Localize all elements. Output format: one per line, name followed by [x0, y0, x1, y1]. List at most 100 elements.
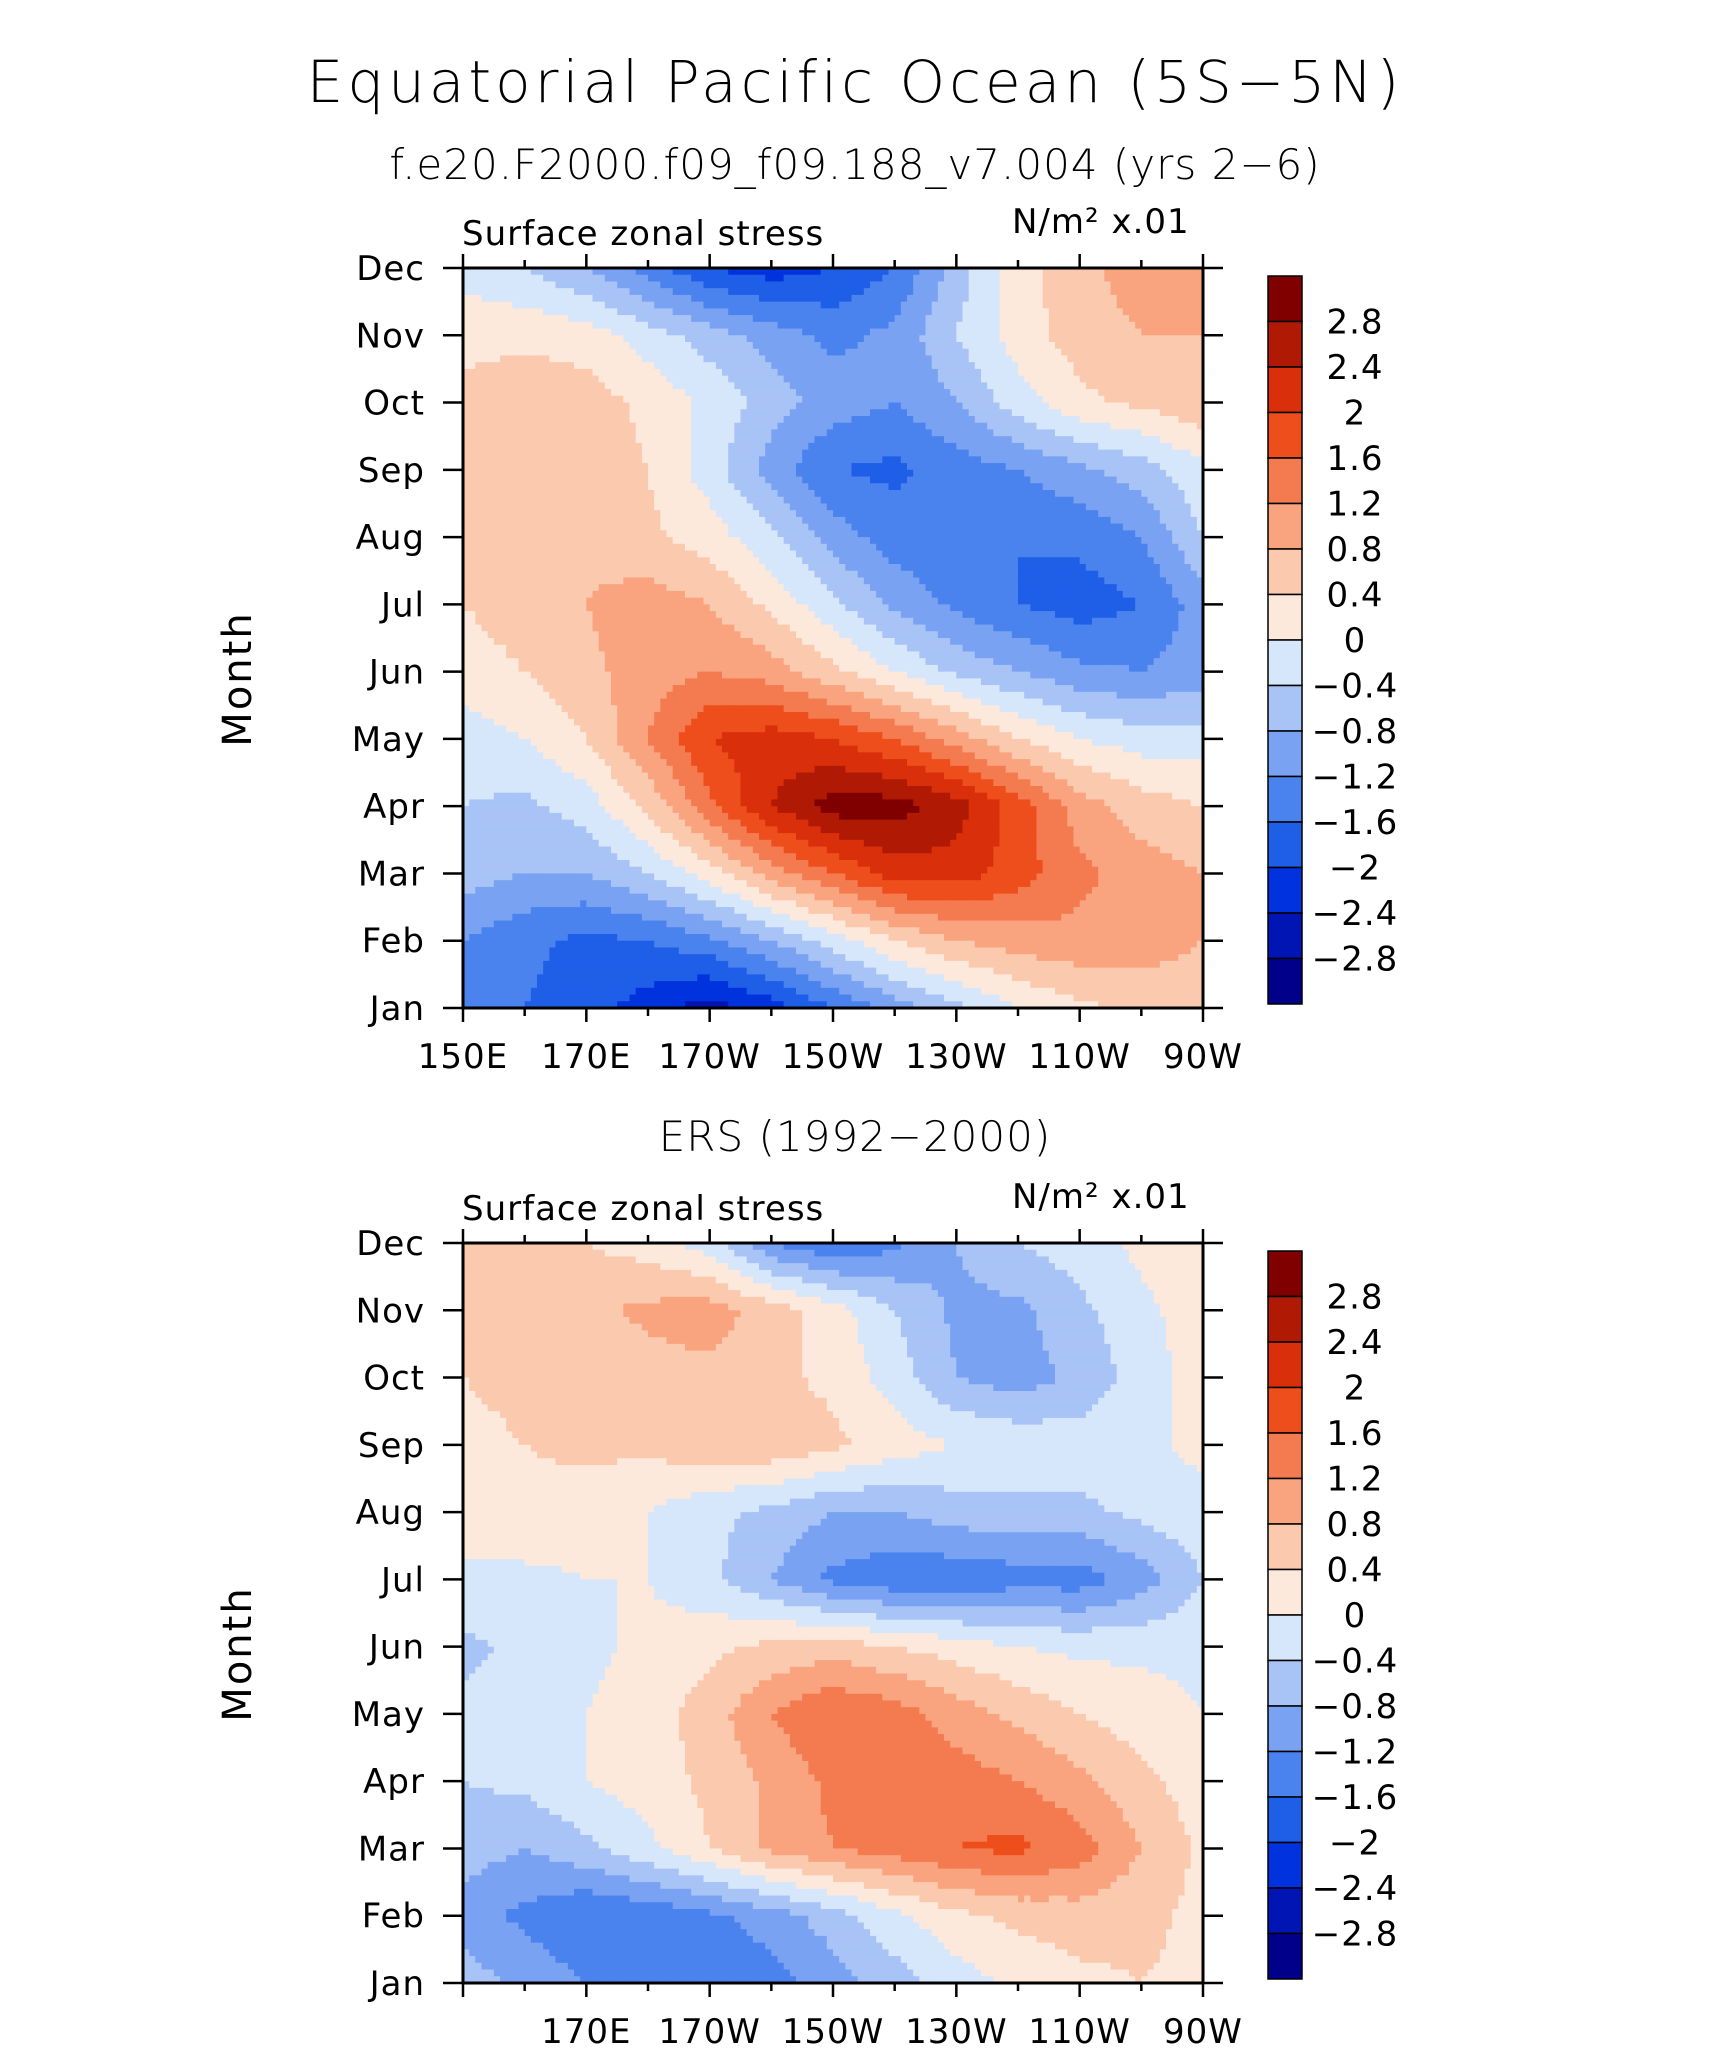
contour-cell	[1122, 456, 1130, 464]
contour-cell	[506, 281, 513, 289]
contour-cell	[746, 463, 754, 471]
contour-cell	[851, 530, 859, 538]
contour-cell	[1061, 268, 1068, 276]
contour-cell	[728, 543, 735, 552]
contour-cell	[586, 510, 594, 518]
contour-cell	[524, 543, 532, 552]
contour-cell	[1067, 449, 1075, 457]
contour-cell	[1005, 308, 1013, 316]
contour-cell	[1036, 429, 1044, 437]
contour-cell	[956, 496, 964, 505]
contour-cell	[814, 409, 822, 417]
contour-cell	[802, 342, 809, 350]
contour-cell	[500, 389, 507, 397]
contour-cell	[968, 402, 976, 410]
contour-cell	[697, 355, 705, 363]
contour-cell	[1104, 503, 1112, 511]
contour-cell	[857, 510, 865, 518]
contour-cell	[1030, 483, 1038, 491]
contour-cell	[894, 315, 902, 323]
contour-cell	[820, 348, 828, 357]
contour-cell	[857, 402, 865, 410]
contour-cell	[919, 496, 927, 505]
contour-cell	[666, 463, 674, 471]
contour-cell	[1073, 294, 1081, 303]
contour-cell	[715, 389, 723, 397]
contour-cell	[913, 335, 920, 343]
contour-cell	[561, 463, 569, 471]
contour-cell	[722, 510, 729, 518]
contour-cell	[777, 510, 785, 518]
contour-cell	[728, 395, 735, 404]
contour-cell	[851, 483, 859, 491]
contour-cell	[518, 328, 526, 336]
contour-cell	[561, 382, 569, 390]
contour-cell	[789, 469, 797, 478]
contour-cell	[981, 469, 988, 478]
contour-cell	[1024, 294, 1031, 303]
contour-cell	[506, 516, 513, 525]
contour-cell	[993, 368, 1001, 377]
contour-cell	[1110, 456, 1118, 464]
contour-cell	[543, 409, 550, 417]
contour-cell	[530, 268, 538, 276]
contour-cell	[463, 409, 470, 417]
contour-cell	[1030, 463, 1038, 471]
contour-cell	[937, 496, 945, 505]
contour-cell	[1098, 537, 1105, 545]
contour-cell	[592, 382, 600, 390]
contour-cell	[1011, 402, 1019, 410]
contour-cell	[592, 490, 600, 498]
contour-cell	[722, 516, 729, 525]
contour-cell	[469, 510, 476, 518]
contour-cell	[894, 456, 902, 464]
contour-cell	[1024, 429, 1031, 437]
contour-cell	[728, 476, 735, 484]
contour-cell	[1018, 348, 1025, 357]
contour-cell	[1024, 368, 1031, 377]
contour-cell	[722, 315, 729, 323]
contour-cell	[1178, 301, 1186, 309]
contour-cell	[561, 503, 569, 511]
contour-cell	[894, 308, 902, 316]
contour-cell	[475, 274, 483, 283]
contour-cell	[740, 537, 748, 545]
contour-cell	[691, 516, 698, 525]
contour-cell	[1048, 503, 1056, 511]
contour-cell	[481, 301, 489, 309]
contour-cell	[654, 362, 661, 370]
contour-cell	[900, 328, 908, 336]
contour-cell	[1085, 382, 1093, 390]
contour-cell	[820, 368, 828, 377]
contour-cell	[987, 523, 994, 531]
contour-cell	[1085, 342, 1093, 350]
contour-cell	[469, 315, 476, 323]
contour-cell	[1085, 496, 1093, 505]
contour-cell	[752, 543, 760, 552]
contour-cell	[1018, 402, 1025, 410]
contour-cell	[678, 469, 686, 478]
contour-cell	[481, 523, 489, 531]
contour-cell	[1166, 510, 1173, 518]
contour-cell	[814, 402, 822, 410]
contour-cell	[1073, 429, 1081, 437]
contour-cell	[1110, 429, 1118, 437]
contour-cell	[469, 416, 476, 424]
contour-cell	[783, 456, 791, 464]
contour-cell	[629, 268, 637, 276]
contour-cell	[1092, 530, 1099, 538]
contour-cell	[974, 368, 982, 377]
contour-cell	[789, 449, 797, 457]
contour-cell	[666, 321, 674, 330]
contour-cell	[1116, 308, 1124, 316]
contour-cell	[993, 274, 1001, 283]
contour-cell	[814, 523, 822, 531]
contour-cell	[1178, 422, 1186, 431]
contour-cell	[1061, 469, 1068, 478]
contour-cell	[925, 389, 933, 397]
contour-cell	[931, 422, 939, 431]
contour-cell	[722, 301, 729, 309]
contour-cell	[1018, 456, 1025, 464]
contour-cell	[611, 389, 618, 397]
contour-cell	[487, 342, 495, 350]
